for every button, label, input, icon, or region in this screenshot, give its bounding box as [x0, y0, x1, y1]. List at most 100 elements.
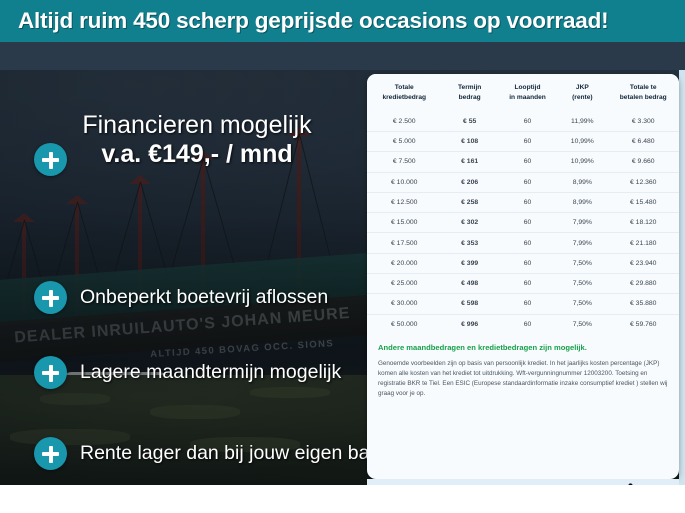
plus-icon [34, 143, 67, 176]
cell-monthly-amount: € 161 [441, 151, 498, 173]
column-header-term-months: Looptijd in maanden [497, 74, 558, 112]
header-line1: Totale te [629, 84, 657, 91]
panel-right-rail [679, 70, 685, 485]
cell-apr: 10,99% [557, 131, 608, 153]
cell-total-payable: € 59.760 [607, 314, 679, 334]
table-row: € 5.000 € 108 60 10,99% € 6.480 [367, 131, 679, 153]
financing-rate-table: Totale kredietbedrag Termijn bedrag Loop… [367, 74, 679, 334]
cell-total-payable: € 23.940 [607, 253, 679, 275]
table-row: € 20.000 € 399 60 7,50% € 23.940 [367, 253, 679, 275]
cell-monthly-amount: € 258 [441, 192, 498, 214]
cell-total-credit: € 25.000 [367, 273, 442, 295]
cell-apr: 8,99% [557, 192, 608, 214]
table-row: € 25.000 € 498 60 7,50% € 29.880 [367, 273, 679, 295]
cell-monthly-amount: € 353 [441, 232, 498, 254]
promo-bullet-item: Onbeperkt boetevrij aflossen [34, 281, 328, 314]
cell-term-months: 60 [497, 172, 558, 193]
table-row: € 7.500 € 161 60 10,99% € 9.660 [367, 151, 679, 173]
column-header-apr: JKP (rente) [557, 74, 608, 112]
table-row: € 30.000 € 598 60 7,50% € 35.880 [367, 293, 679, 315]
cell-term-months: 60 [497, 131, 558, 153]
promo-bullet-label: Onbeperkt boetevrij aflossen [80, 286, 329, 308]
cell-total-payable: € 18.120 [607, 212, 679, 234]
header-line2: bedrag [458, 93, 481, 101]
table-row: € 15.000 € 302 60 7,99% € 18.120 [367, 212, 679, 234]
cell-total-payable: € 15.480 [607, 192, 679, 214]
cell-total-credit: € 2.500 [367, 111, 442, 133]
header-line1: Termijn [457, 84, 482, 91]
cell-total-payable: € 9.660 [607, 151, 679, 173]
cell-total-payable: € 29.880 [607, 273, 679, 295]
cell-monthly-amount: € 302 [441, 212, 498, 234]
cell-monthly-amount: € 996 [441, 314, 498, 334]
cell-term-months: 60 [497, 314, 558, 334]
cell-total-credit: € 7.500 [367, 151, 442, 173]
cell-monthly-amount: € 399 [441, 253, 498, 275]
cell-apr: 7,99% [557, 232, 608, 254]
cell-monthly-amount: € 55 [441, 111, 498, 133]
cell-term-months: 60 [497, 151, 558, 173]
cell-total-credit: € 10.000 [367, 172, 442, 193]
cell-total-credit: € 30.000 [367, 293, 442, 315]
header-line2: in maanden [509, 93, 546, 101]
cell-total-credit: € 15.000 [367, 212, 442, 234]
cell-apr: 7,50% [557, 273, 608, 295]
cell-term-months: 60 [497, 232, 558, 254]
table-header-row: Totale kredietbedrag Termijn bedrag Loop… [367, 74, 679, 112]
top-headline-banner: Altijd ruim 450 scherp geprijsde occasio… [0, 0, 685, 42]
promo-bullet-label: Lagere maandtermijn mogelijk [80, 361, 342, 383]
promo-column: Financieren mogelijk v.a. €149,- / mnd O… [0, 70, 390, 485]
table-body: € 2.500 € 55 60 11,99% € 3.300 € 5.000 €… [367, 111, 679, 334]
ad-stage: DEALER INRUILAUTO'S JOHAN MEURE ALTIJD 4… [0, 28, 685, 485]
cell-total-payable: € 3.300 [607, 111, 679, 133]
cell-total-payable: € 35.880 [607, 293, 679, 315]
promo-headline-block: Financieren mogelijk v.a. €149,- / mnd [28, 112, 366, 170]
cell-total-credit: € 50.000 [367, 314, 442, 334]
cell-apr: 11,99% [557, 111, 608, 133]
cell-apr: 7,50% [557, 314, 608, 334]
header-line1: JKP [575, 84, 589, 91]
person-pulling-box-icon [615, 483, 637, 485]
cell-monthly-amount: € 206 [441, 172, 498, 193]
cell-term-months: 60 [497, 192, 558, 214]
header-line1: Looptijd [514, 84, 541, 91]
cell-total-payable: € 21.180 [607, 232, 679, 254]
cell-term-months: 60 [497, 111, 558, 133]
column-header-total-payable: Totale te betalen bedrag [607, 74, 679, 112]
cell-monthly-amount: € 498 [441, 273, 498, 295]
cell-apr: 8,99% [557, 172, 608, 193]
plus-icon [34, 437, 67, 470]
plus-icon [34, 281, 67, 314]
cell-total-payable: € 12.360 [607, 172, 679, 193]
credit-warning-bar: Let op! Geld lenen kost geld [367, 479, 679, 485]
plus-icon [34, 356, 67, 389]
column-header-monthly-amount: Termijn bedrag [441, 74, 498, 112]
cell-apr: 7,50% [557, 253, 608, 275]
promo-headline-row [34, 143, 67, 176]
cell-total-credit: € 5.000 [367, 131, 442, 153]
header-line2: betalen bedrag [619, 93, 667, 101]
financing-rate-panel: Totale kredietbedrag Termijn bedrag Loop… [367, 74, 679, 479]
cell-term-months: 60 [497, 253, 558, 275]
promo-headline-line1: Financieren mogelijk [82, 111, 312, 139]
cell-total-credit: € 12.500 [367, 192, 442, 214]
header-line2: (rente) [572, 93, 593, 101]
panel-disclaimer: Andere maandbedragen en kredietbedragen … [367, 334, 679, 400]
table-row: € 10.000 € 206 60 8,99% € 12.360 [367, 172, 679, 193]
cell-total-credit: € 20.000 [367, 253, 442, 275]
table-row: € 2.500 € 55 60 11,99% € 3.300 [367, 111, 679, 133]
promo-bullet-label: Rente lager dan bij jouw eigen bank [80, 442, 391, 464]
column-header-total-credit: Totale kredietbedrag [367, 74, 442, 112]
table-row: € 12.500 € 258 60 8,99% € 15.480 [367, 192, 679, 214]
credit-warning-text: Let op! Geld lenen kost geld [409, 484, 610, 485]
promo-headline-line2: v.a. €149,- / mnd [101, 140, 293, 168]
disclaimer-title: Andere maandbedragen en kredietbedragen … [378, 342, 587, 352]
cell-total-credit: € 17.500 [367, 232, 442, 254]
cell-total-payable: € 6.480 [607, 131, 679, 153]
cell-apr: 7,99% [557, 212, 608, 234]
promo-bullet-item: Rente lager dan bij jouw eigen bank [34, 437, 390, 470]
cell-term-months: 60 [497, 293, 558, 315]
cell-monthly-amount: € 598 [441, 293, 498, 315]
header-line1: Totale [394, 84, 414, 91]
cell-apr: 10,99% [557, 151, 608, 173]
